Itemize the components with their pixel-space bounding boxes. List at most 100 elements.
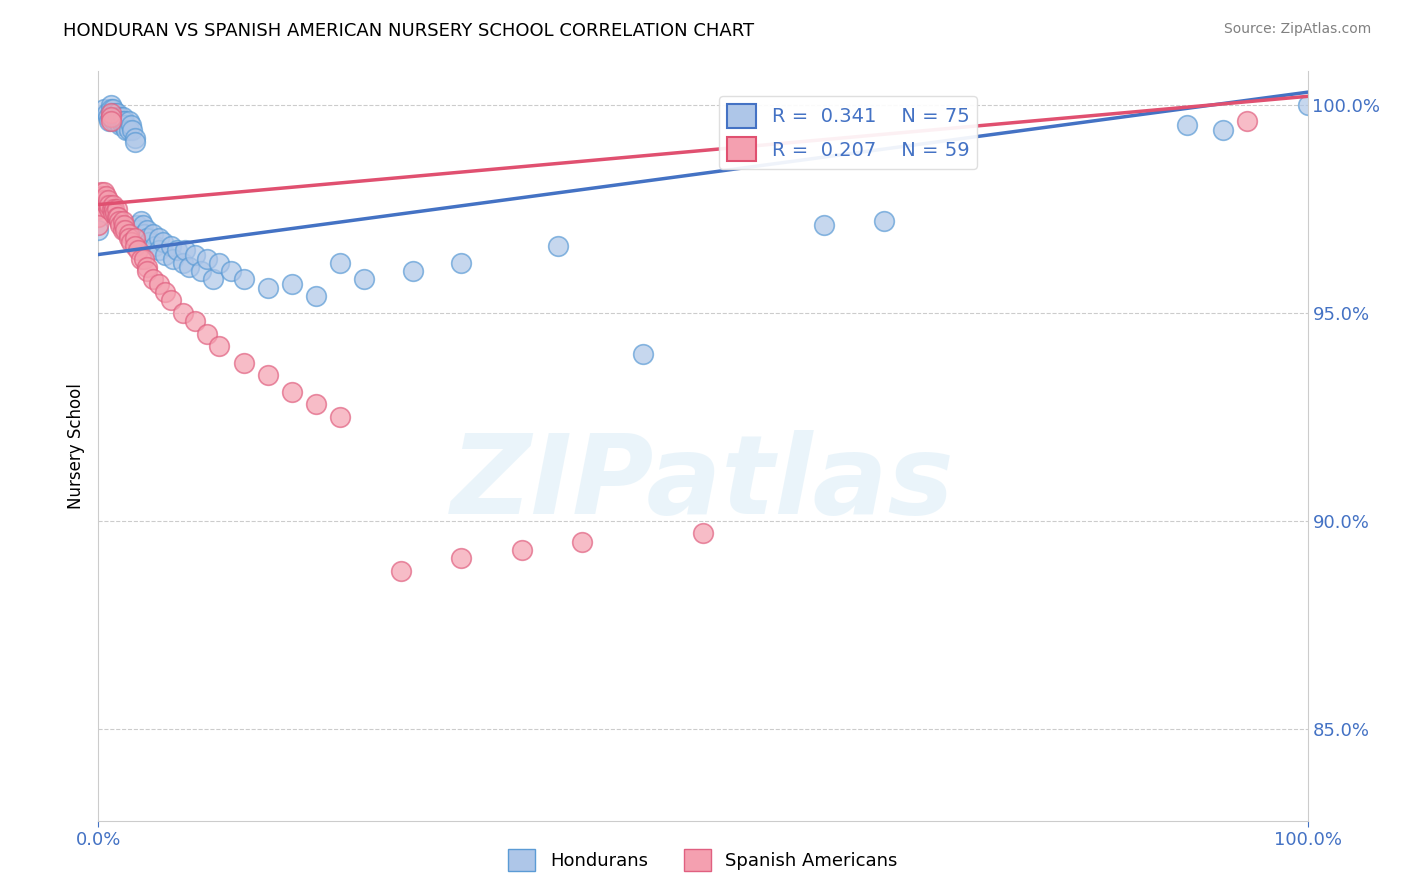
Point — [510, 543, 533, 558]
Point — [329, 256, 352, 270]
Point — [112, 114, 135, 128]
Point — [127, 219, 149, 233]
Point — [195, 252, 218, 266]
Point — [91, 189, 114, 203]
Point — [111, 222, 134, 236]
Point — [124, 135, 146, 149]
Point — [184, 314, 207, 328]
Point — [305, 289, 328, 303]
Point — [105, 202, 128, 216]
Point — [127, 244, 149, 258]
Point — [281, 384, 304, 399]
Point — [108, 119, 131, 133]
Point — [107, 110, 129, 124]
Point — [450, 256, 472, 270]
Point — [104, 206, 127, 220]
Point — [143, 239, 166, 253]
Text: HONDURAN VS SPANISH AMERICAN NURSERY SCHOOL CORRELATION CHART: HONDURAN VS SPANISH AMERICAN NURSERY SCH… — [63, 22, 755, 40]
Point — [100, 110, 122, 124]
Point — [101, 110, 124, 124]
Point — [305, 397, 328, 411]
Point — [97, 110, 120, 124]
Point — [571, 534, 593, 549]
Point — [160, 239, 183, 253]
Point — [692, 526, 714, 541]
Point — [162, 252, 184, 266]
Point — [110, 114, 132, 128]
Point — [107, 210, 129, 224]
Point — [232, 356, 254, 370]
Point — [135, 231, 157, 245]
Point — [450, 551, 472, 566]
Point — [118, 122, 141, 136]
Point — [105, 210, 128, 224]
Point — [184, 247, 207, 261]
Point — [160, 293, 183, 308]
Point — [98, 114, 121, 128]
Point — [103, 202, 125, 216]
Point — [208, 256, 231, 270]
Point — [103, 114, 125, 128]
Point — [91, 194, 114, 208]
Point — [1236, 114, 1258, 128]
Point — [142, 272, 165, 286]
Point — [105, 106, 128, 120]
Point — [108, 114, 131, 128]
Point — [124, 239, 146, 253]
Point — [256, 368, 278, 383]
Point — [195, 326, 218, 341]
Point — [120, 119, 142, 133]
Point — [90, 185, 112, 199]
Point — [98, 197, 121, 211]
Point — [108, 110, 131, 124]
Point — [127, 222, 149, 236]
Point — [129, 252, 152, 266]
Point — [148, 231, 170, 245]
Point — [93, 194, 115, 208]
Point — [111, 214, 134, 228]
Point — [153, 285, 176, 299]
Point — [1212, 122, 1234, 136]
Point — [281, 277, 304, 291]
Point — [101, 197, 124, 211]
Point — [100, 102, 122, 116]
Point — [96, 197, 118, 211]
Point — [166, 244, 188, 258]
Point — [97, 194, 120, 208]
Point — [112, 219, 135, 233]
Point — [174, 244, 197, 258]
Point — [208, 339, 231, 353]
Point — [172, 256, 194, 270]
Point — [111, 114, 134, 128]
Point — [873, 214, 896, 228]
Point — [87, 222, 110, 236]
Point — [87, 210, 110, 224]
Point — [148, 244, 170, 258]
Point — [100, 202, 122, 216]
Point — [134, 227, 156, 241]
Point — [135, 264, 157, 278]
Point — [100, 110, 122, 124]
Point — [135, 222, 157, 236]
Point — [389, 564, 412, 578]
Point — [100, 114, 122, 128]
Legend: Hondurans, Spanish Americans: Hondurans, Spanish Americans — [501, 842, 905, 879]
Point — [129, 214, 152, 228]
Point — [118, 114, 141, 128]
Point — [142, 227, 165, 241]
Point — [100, 97, 122, 112]
Point — [256, 281, 278, 295]
Point — [124, 231, 146, 245]
Point — [100, 106, 122, 120]
Point — [329, 409, 352, 424]
Point — [120, 235, 142, 249]
Point — [138, 235, 160, 249]
Point — [94, 189, 117, 203]
Point — [179, 260, 201, 274]
Point — [1175, 119, 1198, 133]
Point — [118, 231, 141, 245]
Text: Source: ZipAtlas.com: Source: ZipAtlas.com — [1223, 22, 1371, 37]
Point — [101, 102, 124, 116]
Point — [96, 106, 118, 120]
Point — [232, 272, 254, 286]
